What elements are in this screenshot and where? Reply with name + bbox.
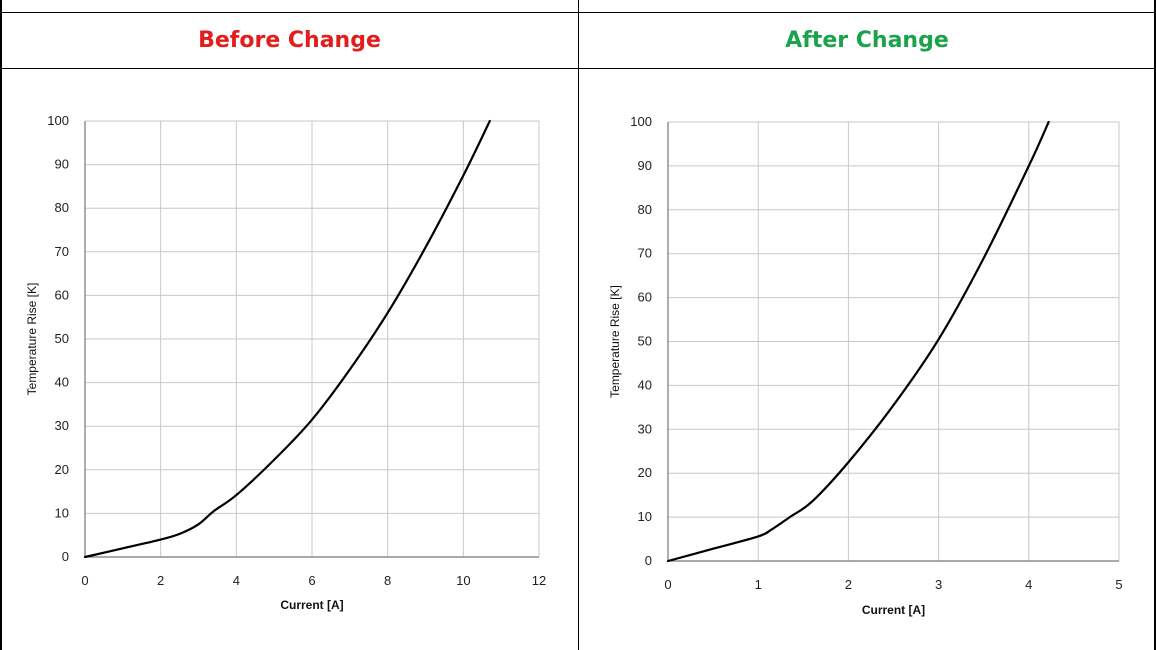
- y-tick-label: 20: [55, 462, 69, 477]
- x-tick-label: 12: [532, 573, 546, 588]
- before-change-header: Before Change: [198, 27, 381, 53]
- y-tick-label: 60: [55, 287, 69, 302]
- y-tick-label: 70: [55, 244, 69, 259]
- x-tick-label: 4: [233, 573, 240, 588]
- y-tick-label: 0: [62, 549, 69, 564]
- x-tick-label: 0: [664, 577, 671, 592]
- y-axis-label: Temperature Rise [K]: [608, 285, 622, 398]
- temperature-rise-curve: [666, 120, 1050, 563]
- y-tick-label: 100: [47, 113, 69, 128]
- table-border-left: [0, 0, 2, 650]
- y-tick-label: 90: [638, 158, 652, 173]
- before-change-chart: 0 2 4 6 8 10 12 0 10 20 30 40 50 60 70 80 90 100 Current […: [25, 113, 546, 612]
- table-header-divider: [0, 68, 1156, 69]
- table-border-right: [1154, 0, 1156, 650]
- y-tick-label: 100: [630, 114, 652, 129]
- x-tick-label: 8: [384, 573, 391, 588]
- x-tick-label: 4: [1025, 577, 1032, 592]
- y-tick-label: 30: [55, 418, 69, 433]
- x-axis-label: Current [A]: [280, 598, 343, 612]
- after-change-header: After Change: [785, 27, 949, 53]
- y-tick-label: 90: [55, 157, 69, 172]
- y-tick-label: 10: [638, 509, 652, 524]
- x-axis-label: Current [A]: [862, 603, 925, 617]
- y-tick-label: 70: [638, 246, 652, 261]
- y-tick-label: 20: [638, 465, 652, 480]
- x-tick-label: 2: [157, 573, 164, 588]
- x-tick-label: 5: [1115, 577, 1122, 592]
- y-tick-label: 60: [638, 290, 652, 305]
- x-tick-label: 2: [845, 577, 852, 592]
- x-tick-label: 10: [456, 573, 470, 588]
- y-tick-label: 10: [55, 505, 69, 520]
- y-tick-label: 40: [55, 375, 69, 390]
- x-tick-label: 6: [308, 573, 315, 588]
- y-tick-label: 0: [645, 553, 652, 568]
- y-tick-label: 50: [638, 334, 652, 349]
- x-tick-label: 1: [755, 577, 762, 592]
- y-axis-label: Temperature Rise [K]: [25, 283, 39, 396]
- temperature-rise-curve: [83, 119, 491, 559]
- y-tick-label: 30: [638, 421, 652, 436]
- y-tick-label: 80: [638, 202, 652, 217]
- table-divider-center: [578, 0, 579, 650]
- y-tick-label: 50: [55, 331, 69, 346]
- x-tick-label: 3: [935, 577, 942, 592]
- table-border-top: [0, 12, 1156, 13]
- y-tick-label: 40: [638, 377, 652, 392]
- x-tick-label: 0: [81, 573, 88, 588]
- y-tick-label: 80: [55, 200, 69, 215]
